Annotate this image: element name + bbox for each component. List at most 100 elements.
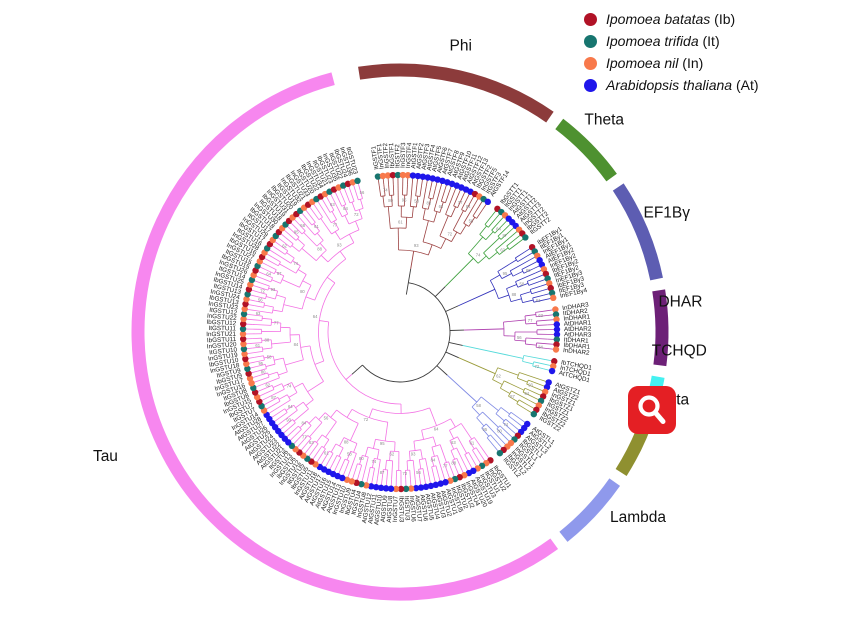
species-legend: Ipomoea batatas (Ib) Ipomoea trifida (It… [584,8,759,96]
species-dot [551,358,558,365]
bootstrap-value: 56 [360,190,365,195]
leaf-label: InGSTF4 [405,142,413,168]
bootstrap-value: 58 [267,354,272,359]
bootstrap-value: 84 [538,344,543,349]
bootstrap-value: 74 [383,187,388,192]
bootstrap-value: 62 [496,374,501,379]
bootstrap-value: 95 [258,361,263,366]
species-code: (It) [698,33,720,49]
species-dot [245,286,253,293]
bootstrap-value: 95 [503,271,508,276]
leaf-label: InDHAR2 [563,347,591,357]
clade-label-dhar: DHAR [658,294,702,311]
bootstrap-value: 80 [261,370,266,375]
leaf-label: AtDHAR3 [564,331,592,338]
species-dot [379,172,387,180]
species-dot [243,295,250,303]
leaf-label: InDHAR1 [563,313,591,322]
arc-ef1bgamma [612,183,663,281]
species-dot [240,320,247,328]
species-dot [242,355,249,363]
species-dot [429,175,436,182]
bootstrap-value: 61 [255,343,260,348]
leaf-label: AtGSTU9 [380,495,389,523]
species-dot [432,481,440,489]
species-dot [239,325,247,333]
species-dot [422,483,430,491]
bootstrap-value: 61 [470,440,475,445]
legend-label-ib: Ipomoea batatas (Ib) [606,11,735,27]
leaf-label: InGSTU22 [207,313,238,323]
leaf-label: InDHAR3 [562,301,590,312]
species-dot [239,330,247,338]
species-dot [399,171,407,179]
leaf-label: ItGSTU3 [403,496,411,521]
species-dot [243,360,250,368]
species-code: (At) [732,77,759,93]
species-dot [553,326,561,333]
magnifier-icon [638,395,666,424]
clade-label-phi: Phi [450,37,472,54]
bootstrap-value: 95 [380,441,385,446]
species-dot [419,173,427,180]
legend-item-ib: Ipomoea batatas (Ib) [584,8,759,30]
arc-theta [555,118,617,182]
bootstrap-value: 87 [277,271,282,276]
leaf-label: AtGSTU7 [413,495,423,523]
species-dot [496,449,504,457]
bootstrap-value: 58 [520,281,525,286]
bootstrap-value: 80 [497,429,502,434]
bootstrap-value: 93 [337,242,342,247]
bootstrap-value: 87 [502,233,507,238]
species-name: Ipomoea nil [606,55,679,71]
species-dot [358,480,365,488]
bootstrap-value: 72 [403,471,408,476]
clade-tau: 6188637784567293648762748095586188637784… [93,72,559,601]
leaf-label: InGSTF3 [400,142,407,168]
species-dot [553,316,560,323]
arc-lambda [559,478,621,542]
legend-item-it: Ipomoea trifida (It) [584,30,759,52]
bootstrap-value: 77 [302,434,307,439]
bootstrap-value: 95 [402,198,407,203]
species-dot [550,294,557,302]
bootstrap-value: 93 [528,383,533,388]
bootstrap-value: 58 [300,223,305,228]
bootstrap-value: 77 [333,222,338,227]
leaf-label: ItGSTU12 [209,307,238,317]
species-dot [530,410,538,418]
bootstrap-value: 63 [439,204,444,209]
species-dot [244,365,251,372]
species-dot [392,485,400,493]
species-dot [407,485,415,492]
clade-label-lambda: Lambda [610,509,666,526]
species-dot [550,362,557,370]
leaf-label: InGSTU23 [208,300,239,311]
species-name: Ipomoea trifida [606,33,699,49]
bootstrap-value: 61 [398,220,403,225]
bootstrap-value: 93 [286,418,291,423]
species-dot [245,370,252,377]
leaf-label: AtDHAR1 [564,319,592,327]
species-dot [394,171,402,179]
zoom-magnifier-button[interactable] [628,386,676,434]
leaf-label: AtGSTU10 [373,494,384,526]
bootstrap-value: 72 [447,232,452,237]
legend-label-at: Arabidopsis thaliana (At) [606,77,759,93]
species-dot [552,311,560,318]
leaf-label: ItGSTF1 [370,145,380,170]
bootstrap-value: 63 [330,202,335,207]
bootstrap-value: 64 [434,427,439,432]
bootstrap-value: 77 [443,464,448,469]
species-dot [553,336,561,343]
legend-dot-ib [584,12,597,26]
bootstrap-value: 84 [431,457,436,462]
bootstrap-value: 95 [483,427,488,432]
species-dot [377,484,385,492]
species-dot [404,172,412,179]
species-dot [553,341,560,348]
species-dot [409,172,417,179]
legend-dot-it [584,34,597,48]
leaf-label: InGSTU7 [392,495,400,522]
leaf-label: AtGSTU11 [367,493,379,524]
